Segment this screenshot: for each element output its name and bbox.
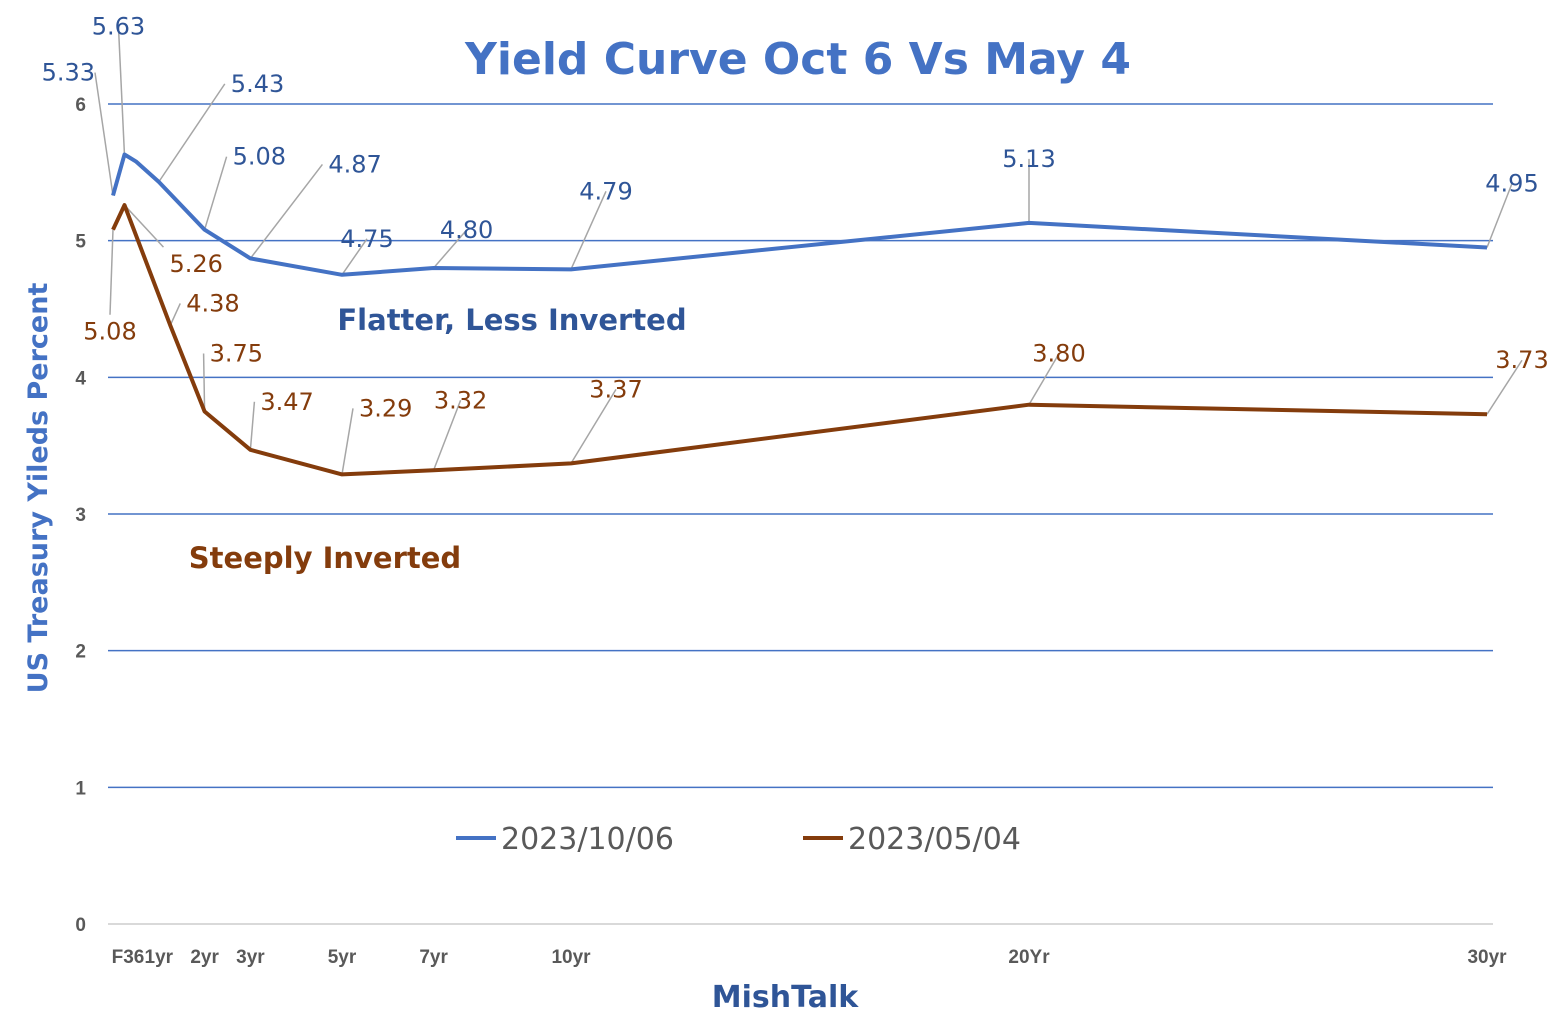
data-label-leader [1028, 353, 1060, 406]
data-label: 3.80 [1032, 340, 1085, 368]
y-tick-label: 0 [75, 915, 86, 936]
data-label-leader [158, 83, 226, 183]
data-label: 5.08 [233, 143, 286, 171]
y-tick-label: 4 [75, 368, 86, 389]
legend-label-2023-10-06: 2023/10/06 [501, 822, 674, 857]
data-label: 3.47 [260, 388, 313, 416]
data-label-leader [203, 156, 228, 230]
x-tick-label: 3yr [236, 947, 265, 968]
data-label: 5.08 [83, 318, 136, 346]
data-label-leader [249, 163, 323, 259]
data-label: 4.87 [328, 150, 381, 178]
y-tick-label: 1 [75, 778, 86, 799]
data-label-leader [249, 401, 256, 450]
x-tick-label: 2yr [190, 947, 219, 968]
data-label-leader [202, 353, 206, 412]
y-axis-label: US Treasury Yileds Percent [23, 283, 54, 694]
y-tick-label: 6 [75, 95, 86, 116]
x-tick-label: 20Yr [1008, 947, 1050, 968]
data-label: 5.63 [92, 13, 145, 41]
x-tick-label: 10yr [551, 947, 591, 968]
data-label: 5.13 [1002, 145, 1055, 173]
data-label-leader [570, 191, 607, 270]
data-label: 4.80 [440, 216, 493, 244]
data-label-leader [117, 26, 126, 155]
data-label-leader [432, 399, 462, 471]
chart-title: Yield Curve Oct 6 Vs May 4 [464, 34, 1131, 85]
legend: 2023/10/06 2023/05/04 [456, 822, 1021, 857]
y-tick-label: 2 [75, 642, 86, 663]
data-label: 5.33 [42, 59, 95, 87]
x-tick-label: 1yr [145, 947, 174, 968]
x-tick-label: 30yr [1467, 947, 1507, 968]
data-label: 3.32 [434, 386, 487, 414]
data-label: 4.75 [340, 225, 393, 253]
data-label: 4.79 [579, 177, 632, 205]
x-axis-label: MishTalk [712, 980, 859, 1015]
y-tick-label: 5 [75, 232, 86, 253]
x-tick-label: 7yr [419, 947, 448, 968]
data-label-leader [1486, 183, 1513, 248]
data-label: 3.73 [1495, 346, 1548, 374]
x-tick-label: 5yr [328, 947, 357, 968]
data-label-leader [341, 408, 354, 475]
x-tick-label: F36 [112, 947, 145, 968]
data-label-leader [433, 229, 468, 269]
series-line-2023-10-06 [111, 152, 1488, 277]
data-label-leader [341, 238, 368, 276]
data-label: 5.43 [231, 70, 284, 98]
data-label: 4.38 [186, 289, 239, 317]
data-label: 4.95 [1485, 169, 1538, 197]
y-tick-label: 3 [75, 505, 86, 526]
data-label-leader [169, 303, 181, 326]
data-label: 3.29 [359, 394, 412, 422]
data-label: 5.26 [169, 250, 222, 278]
series-line-2023-05-04 [111, 203, 1488, 477]
data-label: 3.75 [210, 339, 263, 367]
data-label-leader [1486, 359, 1523, 415]
data-label-leader [570, 389, 617, 464]
legend-label-2023-05-04: 2023/05/04 [848, 822, 1021, 857]
annotation-steeply-inverted: Steeply Inverted [189, 541, 461, 575]
data-label-leader [109, 229, 114, 315]
data-label: 3.37 [589, 375, 642, 403]
data-label-leader [94, 72, 114, 196]
annotation-flatter: Flatter, Less Inverted [337, 303, 686, 337]
data-label-leader [123, 204, 164, 248]
